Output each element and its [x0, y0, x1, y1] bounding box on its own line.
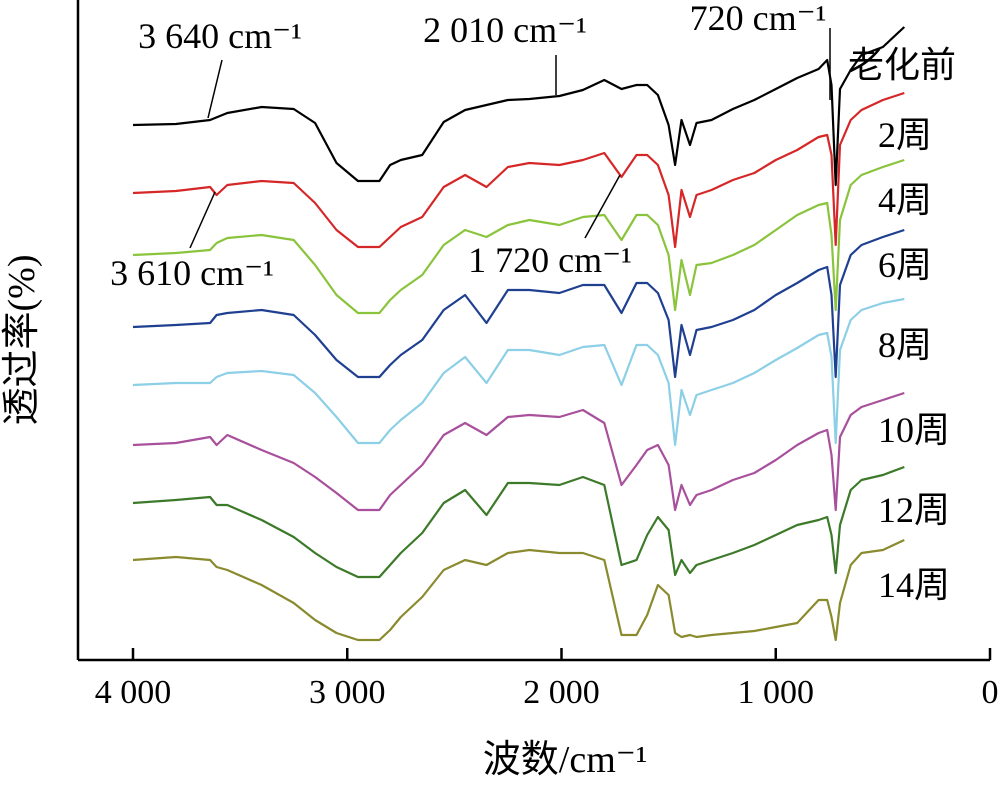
- series-label: 8周: [878, 325, 932, 365]
- series-label: 6周: [878, 245, 932, 285]
- series-line: [132, 297, 905, 447]
- annotation-leader: [189, 191, 216, 249]
- series-label: 老化前: [848, 45, 956, 85]
- x-tick-label: 1 000: [738, 674, 815, 711]
- series-line: [132, 228, 905, 379]
- series-line: [132, 158, 905, 315]
- series-label: 4周: [878, 180, 932, 220]
- annotation-leader: [584, 174, 621, 239]
- x-tick-label: 0: [982, 674, 999, 711]
- x-tick-label: 2 000: [523, 674, 600, 711]
- annotation-leader: [207, 59, 223, 119]
- series-line: [132, 26, 906, 187]
- x-ticks: 4 000 3 000 2 000 1 000 0: [95, 648, 999, 711]
- series-line: [132, 391, 905, 512]
- annotation-label: 720 cm⁻¹: [690, 0, 827, 38]
- series-label: 12周: [878, 490, 950, 530]
- series-line: [132, 465, 905, 579]
- peak-annotations: 3 640 cm⁻¹ 2 010 cm⁻¹ 720 cm⁻¹ 3 610 cm⁻¹ 1 …: [110, 0, 831, 293]
- x-tick-label: 3 000: [309, 674, 386, 711]
- series-line: [132, 539, 905, 642]
- series-label: 2周: [878, 115, 932, 155]
- axes: [76, 0, 990, 662]
- series-label: 10周: [878, 410, 950, 450]
- annotation-label: 2 010 cm⁻¹: [423, 10, 587, 50]
- series-labels: 老化前 2周 4周 6周 8周 10周 12周 14周: [848, 45, 956, 605]
- x-tick-label: 4 000: [95, 674, 172, 711]
- series-line: [132, 91, 905, 249]
- annotation-label: 3 640 cm⁻¹: [138, 16, 302, 56]
- x-axis-title: 波数/cm⁻¹: [483, 739, 647, 781]
- series-lines: [132, 26, 906, 642]
- y-axis-title: 透过率(%): [1, 255, 43, 426]
- annotation-label: 1 720 cm⁻¹: [468, 240, 632, 280]
- series-label: 14周: [878, 565, 950, 605]
- annotation-label: 3 610 cm⁻¹: [110, 253, 274, 293]
